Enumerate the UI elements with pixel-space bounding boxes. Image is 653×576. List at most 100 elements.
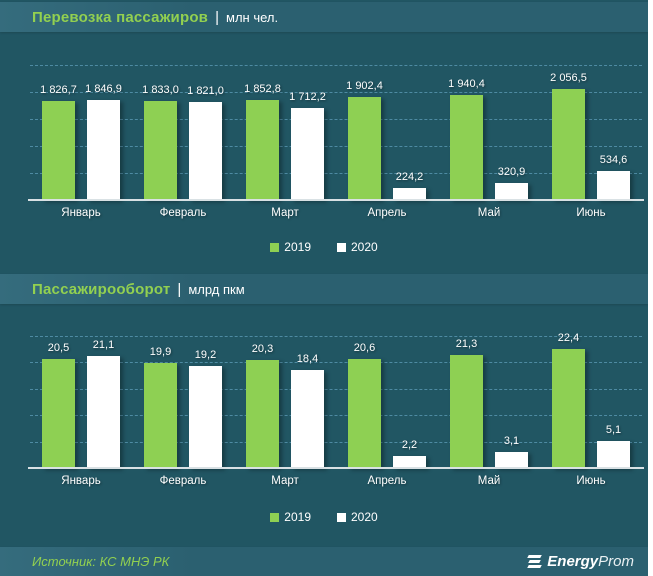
value-label-2019-Февраль: 1 833,0 [142,84,179,97]
bar-2020-Январь [87,356,120,468]
value-label-2019-Март: 20,3 [251,343,274,356]
bar-2019-Февраль [144,101,177,200]
bar-2020-Март [291,107,324,200]
page-right-edge [648,0,653,576]
value-label-2019-Май: 1 940,4 [448,78,485,91]
chart2-header-band: Пассажирооборот | млрд пкм [0,274,648,304]
gridline-1500 [30,119,642,120]
value-label-2020-Февраль: 19,2 [194,349,217,362]
chart1-plot-area: 1 826,7 1 846,9 Январь 1 833,0 1 821,0 Феврал… [28,60,644,228]
gridline-25 [30,335,642,337]
energyprom-logo: EnergyProm [527,553,634,570]
bar-2019-Июнь [552,349,585,468]
bar-2020-Апрель [393,187,426,200]
gridline-2500 [30,65,642,66]
value-label-2020-Январь: 21,1 [92,339,115,352]
category-label-Апрель: Апрель [367,207,407,219]
bar-2019-Апрель [348,358,381,468]
value-label-2019-Апрель: 1 902,4 [346,80,383,93]
bar-2020-Февраль [189,366,222,468]
legend-swatch-2019 [270,512,280,522]
value-label-2020-Март: 1 712,2 [289,90,326,103]
legend-label-2019: 2019 [284,240,311,254]
value-label-2019-Май: 21,3 [455,338,478,351]
x-axis-line [28,467,644,469]
gridline-2000 [30,92,642,93]
category-label-Апрель: Апрель [367,475,407,487]
value-label-2019-Январь: 20,5 [47,342,70,355]
gridline-15 [30,388,642,390]
legend-item-2020: 2020 [337,240,378,254]
source-text: Источник: КС МНЭ РК [32,554,170,569]
legend-swatch-2020 [337,512,346,522]
energyprom-e-icon [527,555,543,568]
chart1-legend: 2019 2020 [0,240,648,254]
value-label-2020-Апрель: 224,2 [395,170,424,183]
chart2-plot-area: 20,5 21,1 Январь 19,9 19,2 Февраль 20,3 18,4 Мар… [28,328,644,496]
value-label-2020-Май: 3,1 [503,434,520,447]
footer-band: Источник: КС МНЭ РК EnergyProm [0,547,648,576]
logo-text-light: Prom [598,553,634,570]
bar-2019-Январь [42,359,75,468]
bar-2019-Май [450,95,483,200]
bar-2020-Апрель [393,456,426,468]
category-label-Май: Май [477,207,501,219]
chart2-unit-label: млрд пкм [188,281,245,297]
chart2-title: Пассажирооборот [32,280,171,298]
category-label-Февраль: Февраль [159,475,207,487]
gridline-20 [30,362,642,363]
category-label-Январь: Январь [61,475,101,487]
category-label-Январь: Январь [61,207,101,219]
category-label-Февраль: Февраль [159,207,207,219]
logo-text-bold: Energy [547,553,599,570]
bar-2020-Май [495,451,528,468]
value-label-2019-Апрель: 20,6 [353,341,376,354]
category-label-Май: Май [477,475,501,487]
category-label-Март: Март [271,475,299,487]
bar-2019-Март [246,360,279,468]
chart1-title-separator: | [215,8,220,26]
category-label-Июнь: Июнь [576,475,606,487]
legend-item-2019: 2019 [270,510,311,524]
gridline-500 [30,173,642,174]
value-label-2019-Март: 1 852,8 [244,82,281,95]
chart1-header-band: Перевозка пассажиров | млн чел. [0,2,648,32]
value-label-2020-Июнь: 534,6 [599,154,628,167]
chart1-unit-label: млн чел. [226,9,279,25]
chart2-legend: 2019 2020 [0,510,648,524]
x-axis-line [28,199,644,201]
bar-2019-Январь [42,101,75,200]
value-label-2020-Февраль: 1 821,0 [187,84,224,97]
chart2-title-separator: | [177,280,182,298]
value-label-2020-Март: 18,4 [296,353,319,366]
bar-2019-Февраль [144,362,177,468]
value-label-2020-Июнь: 5,1 [605,423,622,436]
bar-2019-Апрель [348,97,381,200]
value-label-2019-Январь: 1 826,7 [40,84,77,97]
legend-swatch-2019 [270,242,280,252]
value-label-2019-Февраль: 19,9 [149,345,172,358]
bar-2019-Июнь [552,88,585,200]
energyprom-logo-text: EnergyProm [547,553,634,570]
gridline-5 [30,441,642,443]
legend-item-2020: 2020 [337,510,378,524]
legend-item-2019: 2019 [270,240,311,254]
bar-2020-Июнь [597,171,630,200]
gridline-10 [30,415,642,416]
value-label-2019-Июнь: 2 056,5 [550,71,587,84]
bar-2020-Июнь [597,440,630,468]
bar-2020-Март [291,370,324,468]
legend-label-2020: 2020 [351,510,378,524]
bar-2020-Февраль [189,101,222,200]
value-label-2020-Апрель: 2,2 [401,439,418,452]
bar-2019-Май [450,355,483,468]
legend-swatch-2020 [337,242,346,252]
bar-2020-Январь [87,100,120,200]
category-label-Март: Март [271,207,299,219]
value-label-2019-Июнь: 22,4 [557,332,580,345]
legend-label-2020: 2020 [351,240,378,254]
bar-2020-Май [495,182,528,200]
value-label-2020-Май: 320,9 [497,165,526,178]
category-label-Июнь: Июнь [576,207,606,219]
